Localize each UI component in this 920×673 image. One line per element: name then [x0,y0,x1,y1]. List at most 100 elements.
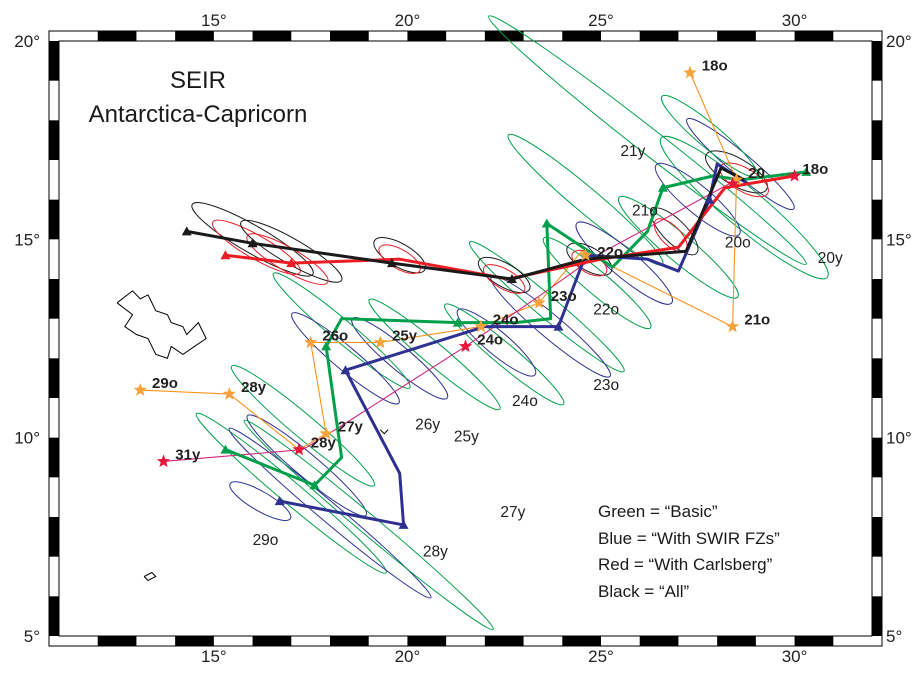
frame-check-bottom [97,636,137,646]
triangle-marker-black [506,274,517,283]
frame-check-bottom [484,636,524,646]
frame-check-right [872,199,882,240]
triangle-marker-blue [553,321,564,331]
star-marker [133,383,147,396]
x-tick-label-top: 25° [588,11,614,30]
legend-entry-black: Black = “All” [598,582,689,601]
y-tick-label-right: 15° [886,230,912,249]
frame-check-right [872,358,882,398]
error-ellipse-green [272,272,411,389]
legend-entry-blue: Blue = “With SWIR FZs” [598,529,780,548]
coastline [116,290,207,359]
y-tick-label-left: 15° [14,230,40,249]
frame-check-right [872,120,882,160]
error-ellipse-green [468,241,625,373]
triangle-marker-green [321,341,332,351]
error-ellipse-blue [456,308,537,377]
x-tick-label-top: 15° [201,11,227,30]
pole-label: 23o [551,288,577,305]
ellipse-label: 27y [500,504,525,521]
frame-check-top [639,31,679,41]
star-marker [578,248,593,261]
pole-label: 28y [311,435,337,452]
frame-check-top [252,31,292,41]
x-tick-label-bottom: 25° [588,647,614,666]
star-marker [156,454,171,468]
triangle-marker-red [220,250,231,260]
y-tick-label-left: 5° [24,627,40,646]
x-tick-label-bottom: 30° [782,647,808,666]
legend-entry-green: Green = “Basic” [598,502,718,521]
triangle-marker-black [247,238,258,248]
pole-label: 28y [241,379,267,396]
star-marker [319,426,333,440]
star-marker [532,295,546,309]
error-ellipse-blue [246,414,368,517]
pole-label: 20 [748,165,765,182]
y-tick-label-left: 10° [14,429,40,448]
error-ellipse-black [191,202,314,277]
coastline-layer [116,290,389,582]
ellipse-label: 29o [253,532,279,549]
pole-path-orange [140,72,738,451]
ellipse-label: 20y [818,250,843,267]
x-tick-label-bottom: 15° [201,647,227,666]
error-ellipse-green [368,298,501,411]
pole-label: 21o [744,312,770,329]
ellipse-label: 22o [593,302,619,319]
triangle-marker-green [541,218,552,228]
error-ellipse-black [477,256,531,294]
ellipse-label: 24o [512,393,538,410]
triangle-marker-black [181,226,192,236]
frame-check-top [97,31,137,41]
frame-check-bottom [794,636,834,646]
frame-check-right [872,596,882,636]
pole-label: 24o [493,312,519,329]
frame-check-left [49,199,59,240]
pole-label: 18o [702,58,728,75]
map-title-line-1: SEIR [170,67,226,94]
frame-check-left [49,120,59,160]
legend: Green = “Basic” Blue = “With SWIR FZs” R… [598,502,780,601]
triangle-marker-green [220,444,231,454]
coastline [143,571,157,582]
ellipse-label: 28y [423,544,448,561]
triangle-marker-green [657,182,668,192]
tick-label-layer: 15° 15° 20° 20° 25° 25° 30° 30° 5° 5° 10° 10° 15° 15°… [14,11,911,666]
frame-check-left [49,517,59,557]
frame-check-top [175,31,214,41]
frame-check-top [330,31,369,41]
pole-path-red [225,174,795,281]
star-marker [222,387,236,400]
error-ellipse-blue [654,162,741,237]
pole-label: 22o [597,244,623,261]
frame-check-bottom [330,636,369,646]
frame-check-top [562,31,601,41]
map-title-line-2: Antarctica-Capricorn [89,101,308,128]
pole-label: 24o [477,331,503,348]
error-ellipse-red [483,264,526,294]
star-marker [373,335,387,349]
star-marker [787,168,802,182]
error-ellipse-green [660,94,758,178]
star-marker [726,319,740,333]
pole-path-green [224,170,807,487]
pole-label: 29o [152,375,178,392]
error-ellipse-blue [291,312,400,405]
frame-check-top [717,31,756,41]
error-ellipse-red [378,244,421,274]
frame-check-bottom [717,636,756,646]
frame-check-left [49,358,59,398]
error-ellipse-green [243,419,494,631]
pole-label: 18o [802,161,828,178]
star-marker [458,339,473,353]
pole-label: 25y [392,327,418,344]
frame-check-bottom [562,636,601,646]
x-tick-label-top: 20° [395,11,421,30]
triangle-marker-blue [398,519,409,529]
frame-check-right [872,517,882,557]
frame-check-top [794,31,834,41]
inner-border [58,40,873,637]
triangle-marker-red [286,258,297,268]
